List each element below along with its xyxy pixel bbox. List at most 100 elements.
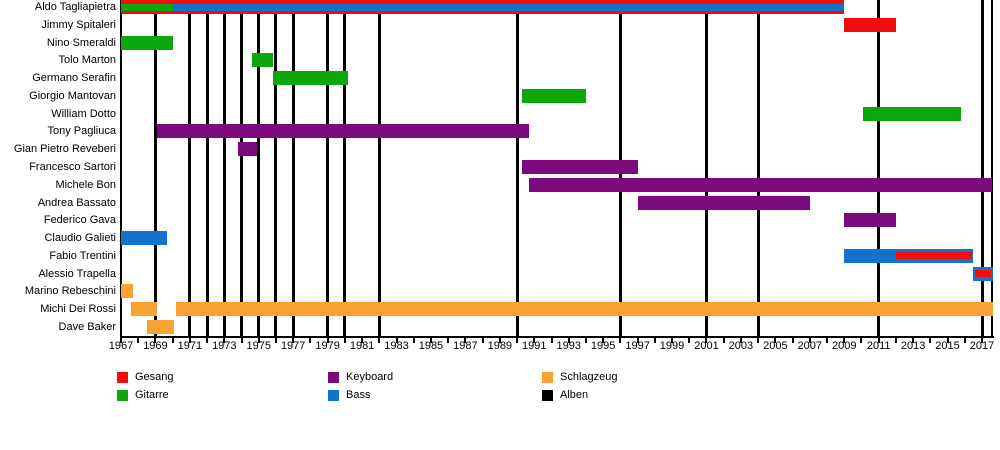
x-axis-tick — [567, 338, 570, 343]
x-axis-tick — [188, 338, 191, 343]
album-line — [240, 0, 244, 336]
member-name-label: William Dotto — [51, 107, 116, 120]
member-name-label: Tolo Marton — [58, 54, 116, 67]
album-line — [222, 0, 226, 336]
x-axis-tick — [498, 338, 501, 343]
x-axis-tick — [860, 338, 863, 343]
x-axis-tick-label: 1969 — [143, 340, 168, 352]
x-axis-tick — [516, 338, 519, 343]
x-axis-tick-label: 2005 — [763, 340, 788, 352]
x-axis-tick — [929, 338, 932, 343]
x-axis-tick-label: 1977 — [280, 340, 306, 352]
x-axis-tick-label: 1967 — [108, 340, 134, 352]
x-axis-tick-label: 2015 — [935, 340, 960, 352]
legend-label-keyboard: Keyboard — [346, 371, 394, 383]
x-axis-tick — [843, 338, 846, 343]
album-line — [291, 0, 295, 336]
x-axis-tick-label: 2013 — [900, 340, 926, 352]
x-axis-tick — [671, 338, 674, 343]
x-axis-tick — [619, 338, 622, 343]
legend-label-schlagzeug: Schlagzeug — [560, 371, 618, 383]
x-axis-tick — [343, 338, 346, 343]
x-axis-tick — [240, 338, 243, 343]
x-axis-tick — [481, 338, 484, 343]
x-axis-tick — [653, 338, 656, 343]
x-axis-tick — [361, 338, 364, 343]
album-line — [515, 0, 519, 336]
x-axis-tick-label: 2011 — [866, 340, 891, 352]
member-name-label: Federico Gava — [43, 214, 116, 227]
x-axis-tick-label: 1973 — [212, 340, 237, 352]
album-line — [377, 0, 381, 336]
legend-swatch-alben — [542, 390, 553, 401]
timeline-bar-schlagzeug — [121, 284, 134, 299]
x-axis-tick-label: 2009 — [831, 340, 857, 352]
member-name-label: Aldo Tagliapietra — [34, 1, 116, 13]
timeline-bar-keyboard — [529, 177, 993, 192]
x-axis-tick — [464, 338, 467, 343]
x-axis-tick — [688, 338, 691, 343]
member-name-label: Alessio Trapella — [38, 267, 116, 280]
x-axis-tick-label: 1989 — [487, 340, 513, 352]
album-line — [326, 0, 330, 336]
member-name-label: Francesco Sartori — [29, 161, 116, 174]
x-axis-tick — [757, 338, 760, 343]
timeline-bar-gitarre — [272, 71, 349, 86]
x-axis-tick — [274, 338, 277, 343]
x-axis-tick-label: 1993 — [556, 340, 581, 352]
x-axis-tick — [171, 338, 174, 343]
plot-left-border — [120, 0, 122, 338]
x-axis-tick — [154, 338, 157, 343]
timeline-bar-schlagzeug — [146, 320, 175, 335]
album-line — [274, 0, 278, 336]
member-name-label: Giorgio Mantovan — [29, 89, 116, 102]
member-name-label: Tony Pagliuca — [47, 125, 117, 138]
album-line — [704, 0, 708, 336]
timeline-bar-keyboard — [637, 195, 810, 210]
x-axis-tick — [206, 338, 209, 343]
timeline-bar-gesang — [844, 17, 896, 32]
x-axis-tick-label: 2003 — [728, 340, 754, 352]
legend-swatch-keyboard — [328, 372, 339, 383]
x-axis-tick — [602, 338, 605, 343]
member-name-label: Marino Rebeschini — [24, 285, 116, 298]
timeline-bar-keyboard — [157, 124, 530, 139]
album-line — [205, 0, 209, 336]
x-axis-tick-label: 1979 — [315, 340, 340, 352]
timeline-bar-keyboard — [844, 213, 896, 228]
x-axis-tick-label: 1995 — [590, 340, 616, 352]
x-axis-tick-label: 1971 — [177, 340, 203, 352]
x-axis-tick-label: 1983 — [384, 340, 409, 352]
x-axis-tick — [292, 338, 295, 343]
x-axis-tick — [981, 338, 983, 343]
x-axis-tick — [826, 338, 829, 343]
album-line — [756, 0, 760, 336]
timeline-bar-schlagzeug — [176, 302, 993, 317]
x-axis-tick — [584, 338, 587, 343]
x-axis-tick-label: 1987 — [453, 340, 478, 352]
member-name-label: Gian Pietro Reveberi — [13, 143, 116, 156]
x-axis-tick — [309, 338, 312, 343]
x-axis-tick — [326, 338, 329, 343]
timeline-bar-keyboard — [238, 142, 258, 157]
x-axis-tick — [223, 338, 226, 343]
legend-swatch-bass — [328, 390, 339, 401]
legend-label-gitarre: Gitarre — [135, 389, 169, 401]
x-axis-tick — [912, 338, 915, 343]
timeline-bar-bass — [121, 231, 168, 246]
x-axis-tick — [946, 338, 949, 343]
x-axis-tick — [894, 338, 897, 343]
timeline-bar-gitarre — [121, 3, 173, 11]
timeline-bar-gesang — [895, 252, 972, 260]
album-line — [153, 0, 157, 336]
x-axis-tick-label: 1991 — [522, 340, 547, 352]
member-name-label: Fabio Trentini — [49, 249, 116, 262]
x-axis-tick-label: 1981 — [349, 340, 375, 352]
x-axis-tick — [739, 338, 742, 343]
timeline-bar-gitarre — [121, 35, 173, 50]
x-axis-tick — [533, 338, 536, 343]
x-axis-tick-label: 1985 — [418, 340, 444, 352]
x-axis-tick — [395, 338, 398, 343]
x-axis-tick-label: 2017 — [969, 340, 995, 352]
x-axis-tick — [808, 338, 811, 343]
